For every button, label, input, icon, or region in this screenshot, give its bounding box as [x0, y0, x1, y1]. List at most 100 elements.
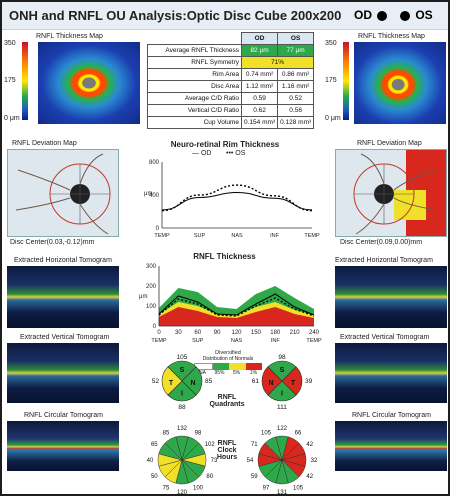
row-label: Disc Area [147, 80, 242, 93]
left-deviation-map[interactable] [7, 149, 119, 237]
table-row: Disc Area 1.12 mm² 1.16 mm² [147, 80, 315, 93]
rnfl-x-tick-label: TEMP [306, 338, 322, 344]
os-quad-value-top: 98 [278, 354, 286, 361]
os-label: OS [415, 8, 433, 22]
row-merged-value: 71% [240, 56, 315, 69]
os-clock-value: 42 [306, 442, 313, 448]
left-scale-max: 350 [4, 40, 16, 47]
left-scale-mid: 175 [4, 77, 16, 84]
right-vertical-tomo-label: Extracted Vertical Tomogram [340, 334, 430, 341]
rim-series-od [161, 192, 313, 211]
rnfl-x-tick-num: 60 [194, 330, 201, 336]
normals-legend: Diversified Distribution of Normals NA 9… [194, 350, 262, 376]
row-od-value: 0.62 [240, 104, 279, 117]
os-clock-value: 59 [251, 474, 258, 480]
os-clock-sector [264, 436, 283, 461]
rnfl-y-tick-label: 0 [153, 324, 157, 330]
rnfl-x-tick-label: TEMP [151, 338, 167, 344]
rnfl-series-os [158, 297, 315, 317]
row-os-value: 77 µm [277, 44, 315, 57]
rnfl-thickness-chart: RNFL Thickness 300 200 100 0 μm 0 30 60 90 120 150… [127, 252, 322, 350]
rim-x-tick-label: INF [270, 233, 280, 239]
row-os-value: 0.86 mm² [277, 68, 315, 81]
right-vertical-tomogram[interactable] [335, 343, 447, 403]
right-thickness-map[interactable] [354, 42, 446, 124]
right-scale-max: 350 [325, 40, 337, 47]
left-thickness-scale [22, 42, 28, 120]
os-quad-inf [267, 380, 297, 402]
od-quad-value-left: 52 [152, 378, 160, 385]
od-label: OD [354, 8, 372, 22]
os-quad-letter: S [280, 367, 285, 374]
left-horizontal-tomogram[interactable] [7, 266, 119, 328]
od-clock-value: 73 [211, 458, 218, 464]
rnfl-y-tick-label: 100 [146, 304, 157, 310]
header-bar [2, 2, 448, 30]
right-circular-tomo-label: RNFL Circular Tomogram [352, 412, 431, 419]
left-disc-center: Disc Center(0.03,-0.12)mm [10, 239, 95, 246]
legend-5: 5% [232, 370, 241, 376]
od-clock-value: 120 [177, 490, 188, 496]
quadrants-label: RNFL Quadrants [209, 394, 245, 408]
rnfl-x-tick-num: 210 [290, 330, 301, 336]
row-os-value: 0.52 [277, 92, 315, 105]
od-clock-value: 75 [163, 486, 170, 492]
os-quad-letter: T [291, 380, 296, 387]
right-deviation-map[interactable] [335, 149, 447, 237]
table-row: Average RNFL Thickness 82 µm 77 µm [147, 44, 315, 57]
right-circular-tomogram[interactable] [335, 421, 447, 471]
clock-hours-label: RNFL Clock Hours [216, 440, 238, 461]
left-thickness-map[interactable] [38, 42, 140, 124]
table-row: Rim Area 0.74 mm² 0.86 mm² [147, 68, 315, 81]
page-title: ONH and RNFL OU Analysis:Optic Disc Cube… [9, 8, 342, 23]
row-label: Rim Area [147, 68, 242, 81]
row-label: Cup Volume [147, 116, 242, 129]
od-clock-value: 132 [177, 426, 188, 432]
row-label: Vertical C/D Ratio [147, 104, 242, 117]
legend-na: NA [199, 370, 206, 376]
rim-series-os [161, 184, 313, 212]
od-quad-right [181, 366, 203, 396]
rnfl-x-tick-num: 90 [214, 330, 221, 336]
rnfl-x-tick-num: 30 [175, 330, 182, 336]
left-vertical-tomogram[interactable] [7, 343, 119, 403]
rim-legend-od: — OD [192, 150, 212, 157]
od-quad-sup [167, 360, 197, 382]
od-clock-value: 80 [206, 474, 213, 480]
table-col-od: OD [240, 32, 279, 45]
od-quad-letter: N [190, 380, 195, 387]
os-quad-value-right: 39 [305, 378, 313, 385]
left-horizontal-tomo-label: Extracted Horizontal Tomogram [14, 257, 112, 264]
row-od-value: 0.74 mm² [240, 68, 279, 81]
od-quad-letter: S [180, 367, 185, 374]
os-clock-value: 122 [277, 426, 288, 432]
os-quad-letter: I [281, 390, 283, 397]
od-indicator: OD [354, 8, 389, 22]
table-col-os: OS [277, 32, 315, 45]
od-quad-value-top: 105 [177, 354, 188, 361]
legend-1: 1% [249, 370, 258, 376]
rnfl-x-tick-label: NAS [231, 338, 243, 344]
os-clock-value: 105 [261, 430, 272, 436]
right-deviation-map-label: RNFL Deviation Map [357, 140, 422, 147]
os-quad-right [281, 366, 303, 396]
row-label: Average RNFL Thickness [147, 44, 242, 57]
os-clock-value: 71 [251, 442, 258, 448]
left-thickness-map-label: RNFL Thickness Map [36, 33, 103, 40]
rnfl-x-tick-num: 0 [157, 330, 161, 336]
os-quad-letter: N [268, 380, 273, 387]
od-clock-value: 100 [193, 486, 204, 492]
left-circular-tomogram[interactable] [7, 421, 119, 471]
od-clock-sector [164, 436, 183, 461]
os-dot-icon [400, 10, 410, 21]
row-os-value: 0.128 mm³ [277, 116, 315, 129]
right-horizontal-tomogram[interactable] [335, 266, 447, 328]
legend-prefix: Diversified [215, 350, 241, 356]
os-clock-value: 97 [263, 486, 270, 492]
rim-y-unit: μm [144, 191, 152, 197]
od-quad-letter: I [181, 390, 183, 397]
left-circular-tomo-label: RNFL Circular Tomogram [24, 412, 103, 419]
rim-y-tick-label: 0 [156, 226, 160, 232]
rim-chart-title: Neuro-retinal Rim Thickness [170, 140, 280, 149]
